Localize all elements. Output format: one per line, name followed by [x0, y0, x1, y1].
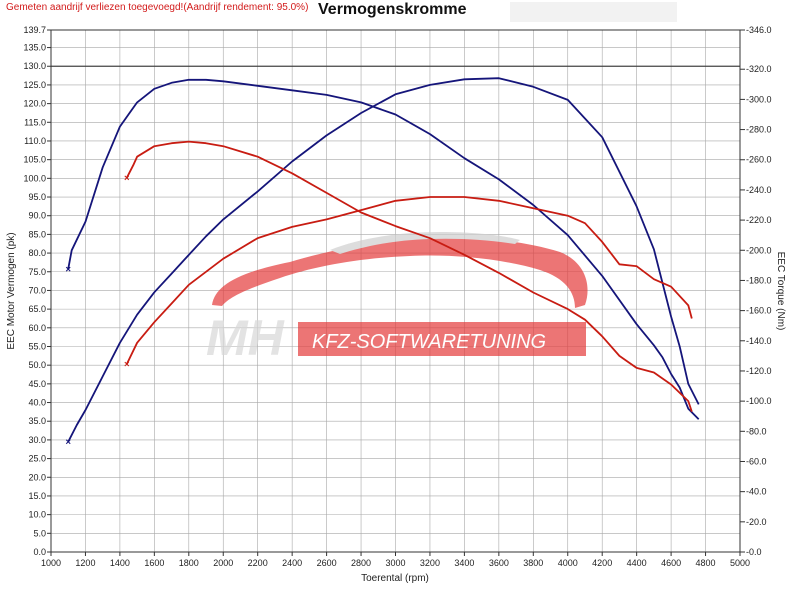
x-tick-label: 1200 [75, 558, 95, 568]
y-right-tick-label: -240.0 [746, 185, 772, 195]
x-tick-label: 3600 [489, 558, 509, 568]
y-right-tick-label: -140.0 [746, 336, 772, 346]
x-tick-label: 4800 [696, 558, 716, 568]
watermark-car-roof [330, 232, 520, 254]
y-left-tick-label: 20.0 [28, 472, 46, 482]
y-right-tick-label: -40.0 [746, 487, 767, 497]
y-right-tick-label: -80.0 [746, 426, 767, 436]
x-tick-label: 1600 [144, 558, 164, 568]
x-tick-label: 4600 [661, 558, 681, 568]
y-left-tick-label: 115.0 [24, 117, 46, 127]
y-left-tick-label: 65.0 [28, 304, 46, 314]
y-left-axis-label: EEC Motor Vermogen (pk) [6, 232, 17, 349]
x-tick-label: 4400 [627, 558, 647, 568]
watermark-car-silhouette [212, 237, 588, 308]
y-left-tick-label: 40.0 [28, 398, 46, 408]
y-left-tick-label: 0.0 [33, 547, 46, 557]
y-right-tick-label: -160.0 [746, 306, 772, 316]
x-axis-label: Toerental (rpm) [361, 573, 429, 584]
y-left-tick-label: 55.0 [28, 341, 46, 351]
y-left-tick-label: 135.0 [23, 43, 46, 53]
y-left-tick-label: 85.0 [28, 229, 46, 239]
x-tick-label: 4200 [592, 558, 612, 568]
y-right-tick-label: -0.0 [746, 547, 762, 557]
x-tick-label: 3800 [523, 558, 543, 568]
series-line-0 [67, 77, 700, 443]
series-start-marker [65, 439, 71, 445]
y-left-tick-label: 70.0 [28, 285, 46, 295]
y-left-tick-label: 25.0 [28, 454, 46, 464]
y-left-tick-label: 139.7 [23, 25, 46, 35]
x-tick-label: 1400 [110, 558, 130, 568]
y-right-tick-label: -280.0 [746, 125, 772, 135]
y-left-tick-label: 120.0 [23, 99, 46, 109]
y-left-tick-label: 80.0 [28, 248, 46, 258]
series-start-marker [124, 361, 130, 367]
x-tick-label: 2200 [248, 558, 268, 568]
x-tick-label: 3200 [420, 558, 440, 568]
y-left-tick-label: 30.0 [28, 435, 46, 445]
watermark-logo-text: MH [206, 310, 285, 366]
y-right-tick-label: -120.0 [746, 366, 772, 376]
x-tick-label: 3000 [385, 558, 405, 568]
y-left-tick-label: 100.0 [23, 173, 46, 183]
series-group [65, 77, 700, 445]
y-right-tick-label: -60.0 [746, 456, 767, 466]
x-tick-label: 1800 [179, 558, 199, 568]
series-line-1 [67, 78, 700, 420]
x-tick-label: 4000 [558, 558, 578, 568]
y-left-tick-label: 35.0 [28, 416, 46, 426]
x-tick-label: 2400 [282, 558, 302, 568]
chart-title: Vermogenskromme [318, 1, 467, 18]
series-start-marker [124, 175, 130, 181]
y-left-tick-label: 95.0 [28, 192, 46, 202]
x-tick-label: 1000 [41, 558, 61, 568]
y-right-tick-label: -260.0 [746, 155, 772, 165]
series-line-2 [125, 196, 693, 365]
y-left-tick-label: 5.0 [33, 528, 46, 538]
y-left-tick-label: 60.0 [28, 323, 46, 333]
x-tick-label: 3400 [454, 558, 474, 568]
header-blank-box [510, 2, 677, 22]
y-right-tick-label: -346.0 [746, 25, 772, 35]
y-left-tick-label: 15.0 [28, 491, 46, 501]
y-left-tick-label: 90.0 [28, 211, 46, 221]
y-right-tick-label: -180.0 [746, 275, 772, 285]
y-left-tick-label: 45.0 [28, 379, 46, 389]
watermark-banner-text: KFZ-SOFTWARETUNING [312, 331, 546, 353]
y-right-tick-label: -220.0 [746, 215, 772, 225]
watermark-banner [298, 322, 586, 356]
y-right-tick-label: -20.0 [746, 517, 767, 527]
y-left-tick-label: 10.0 [28, 510, 46, 520]
x-tick-label: 2000 [213, 558, 233, 568]
y-right-tick-label: -100.0 [746, 396, 772, 406]
y-left-tick-label: 125.0 [23, 80, 46, 90]
y-right-tick-label: -300.0 [746, 94, 772, 104]
y-right-axis-label: EEC Torque (Nm) [775, 252, 786, 331]
grid-lines [50, 29, 741, 553]
y-right-tick-label: -200.0 [746, 245, 772, 255]
series-line-3 [125, 140, 693, 412]
y-left-tick-label: 50.0 [28, 360, 46, 370]
series-start-marker [65, 266, 71, 272]
y-left-tick-label: 110.0 [24, 136, 46, 146]
axis-ticks: 1000 1200 1400 1600 1800 2000 2200 2400 2600 2800… [23, 25, 771, 568]
x-tick-label: 2800 [351, 558, 371, 568]
y-left-tick-label: 75.0 [28, 267, 46, 277]
x-tick-label: 5000 [730, 558, 750, 568]
y-right-tick-label: -320.0 [746, 64, 772, 74]
y-left-tick-label: 130.0 [23, 61, 46, 71]
watermark-logo: MH KFZ-SOFTWARETUNING [206, 232, 588, 366]
x-tick-label: 2600 [317, 558, 337, 568]
y-left-tick-label: 105.0 [23, 155, 46, 165]
drive-loss-note: Gemeten aandrijf verliezen toegevoegd!(A… [6, 2, 309, 13]
